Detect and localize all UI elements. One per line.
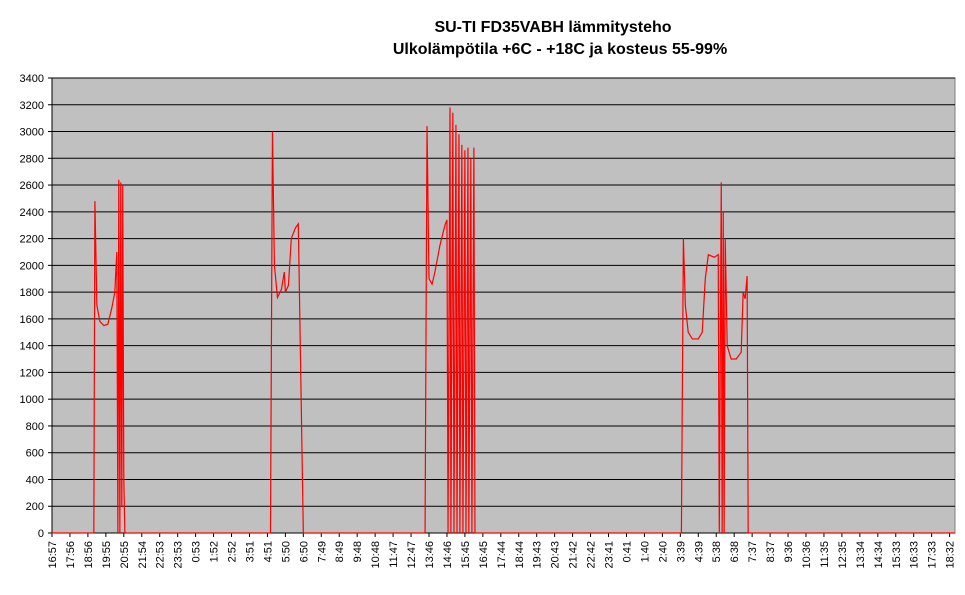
x-tick-label: 6:38 [729, 541, 741, 562]
x-tick-label: 13:34 [855, 541, 867, 569]
y-tick-label: 2200 [20, 234, 44, 246]
x-tick-label: 17:33 [927, 541, 939, 569]
x-tick-label: 16:57 [47, 541, 59, 569]
x-tick-label: 7:49 [316, 541, 328, 562]
y-tick-label: 1600 [20, 314, 44, 326]
x-tick-label: 15:33 [891, 541, 903, 569]
y-tick-label: 2000 [20, 260, 44, 272]
x-tick-label: 14:34 [873, 541, 885, 569]
x-tick-label: 19:43 [532, 541, 544, 569]
x-tick-label: 17:56 [65, 541, 77, 569]
x-tick-label: 13:46 [424, 541, 436, 569]
x-tick-label: 14:46 [442, 541, 454, 569]
x-tick-label: 20:55 [119, 541, 131, 569]
y-tick-label: 3000 [20, 127, 44, 139]
y-tick-label: 0 [38, 528, 44, 540]
x-tick-label: 10:48 [370, 541, 382, 569]
x-tick-label: 1:52 [209, 541, 221, 562]
y-tick-label: 1400 [20, 341, 44, 353]
x-tick-label: 0:53 [191, 541, 203, 562]
y-tick-label: 3400 [20, 73, 44, 85]
x-tick-label: 5:50 [280, 541, 292, 562]
x-tick-label: 16:45 [478, 541, 490, 569]
data-line [52, 107, 955, 534]
x-tick-label: 4:39 [693, 541, 705, 562]
x-tick-label: 17:44 [496, 541, 508, 569]
x-tick-label: 12:35 [837, 541, 849, 569]
x-tick-label: 10:36 [801, 541, 813, 569]
y-tick-label: 3200 [20, 100, 44, 112]
x-tick-label: 12:47 [406, 541, 418, 569]
y-tick-label: 400 [26, 474, 44, 486]
x-tick-label: 18:44 [514, 541, 526, 569]
x-tick-label: 18:56 [83, 541, 95, 569]
y-tick-label: 1200 [20, 367, 44, 379]
x-tick-label: 7:37 [747, 541, 759, 562]
x-tick-label: 23:41 [604, 541, 616, 569]
x-tick-label: 4:51 [262, 541, 274, 562]
x-tick-label: 15:45 [460, 541, 472, 569]
x-tick-label: 21:54 [137, 541, 149, 569]
x-tick-label: 3:39 [675, 541, 687, 562]
x-tick-label: 19:55 [101, 541, 113, 569]
x-tick-label: 9:48 [352, 541, 364, 562]
x-tick-label: 22:42 [586, 541, 598, 569]
x-tick-label: 16:33 [909, 541, 921, 569]
x-tick-label: 9:36 [783, 541, 795, 562]
x-tick-label: 2:52 [227, 541, 239, 562]
y-tick-label: 800 [26, 421, 44, 433]
x-tick-label: 21:42 [568, 541, 580, 569]
x-tick-label: 22:53 [155, 541, 167, 569]
y-tick-label: 2600 [20, 180, 44, 192]
x-tick-label: 23:53 [173, 541, 185, 569]
x-tick-label: 1:40 [639, 541, 651, 562]
x-tick-label: 0:41 [621, 541, 633, 562]
x-tick-label: 2:40 [657, 541, 669, 562]
chart-subtitle: Ulkolämpötila +6C - +18C ja kosteus 55-9… [393, 41, 727, 58]
plot-area [51, 77, 956, 534]
y-tick-label: 2400 [20, 207, 44, 219]
x-tick-label: 5:38 [711, 541, 723, 562]
y-tick-label: 1000 [20, 394, 44, 406]
x-tick-label: 8:49 [334, 541, 346, 562]
x-tick-label: 6:50 [298, 541, 310, 562]
x-tick-label: 3:51 [244, 541, 256, 562]
x-tick-label: 11:35 [819, 541, 831, 568]
y-tick-label: 1800 [20, 287, 44, 299]
x-tick-label: 11:47 [388, 541, 400, 568]
y-tick-label: 600 [26, 448, 44, 460]
chart-title: SU-TI FD35VABH lämmitysteho [434, 19, 671, 36]
x-tick-label: 18:32 [945, 541, 957, 569]
y-tick-label: 2800 [20, 153, 44, 165]
x-tick-label: 8:37 [765, 541, 777, 562]
x-tick-label: 20:43 [550, 541, 562, 569]
y-tick-label: 200 [26, 501, 44, 513]
